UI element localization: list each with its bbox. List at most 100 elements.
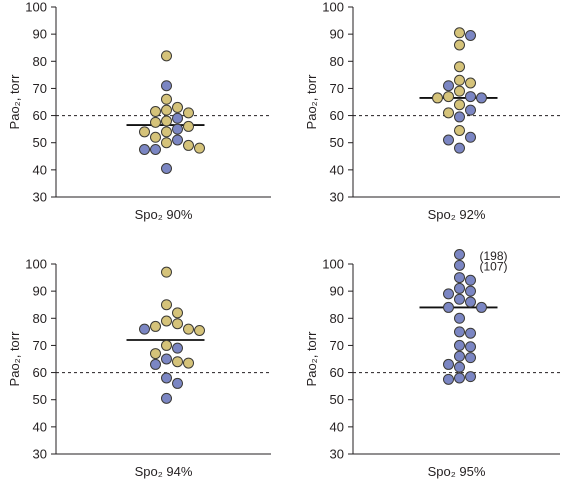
data-point-10 xyxy=(150,116,161,128)
y-tick-label: 80 xyxy=(330,311,344,326)
y-tick-label: 80 xyxy=(330,54,344,69)
data-point-4 xyxy=(161,315,172,327)
y-tick-label: 70 xyxy=(33,81,47,96)
x-axis-title: Spo₂ 90% xyxy=(135,207,193,222)
data-point-17 xyxy=(161,372,172,384)
data-point-21 xyxy=(465,371,476,383)
y-tick-label: 60 xyxy=(33,365,47,380)
data-point-12 xyxy=(150,348,161,360)
data-point-4 xyxy=(172,101,183,113)
data-point-13 xyxy=(454,99,465,111)
data-point-6 xyxy=(150,106,161,117)
y-tick-label: 90 xyxy=(330,27,344,42)
data-point-8 xyxy=(454,293,465,305)
data-point-15 xyxy=(183,357,194,369)
x-axis-title: Spo₂ 95% xyxy=(428,464,486,479)
data-point-21 xyxy=(194,142,205,154)
data-point-10 xyxy=(443,301,454,313)
data-point-14 xyxy=(465,327,476,339)
data-point-3 xyxy=(172,307,183,319)
x-axis-title: Spo₂ 92% xyxy=(428,207,486,222)
data-point-23 xyxy=(443,373,454,385)
y-tick-label: 100 xyxy=(25,257,47,272)
data-point-16 xyxy=(454,111,465,123)
y-tick-label: 60 xyxy=(330,108,344,123)
data-point-1 xyxy=(454,27,465,39)
data-point-17 xyxy=(454,125,465,136)
y-tick-label: 70 xyxy=(330,338,344,353)
y-axis-title: Pao₂, torr xyxy=(304,74,319,130)
data-point-7 xyxy=(443,80,454,92)
y-tick-label: 90 xyxy=(330,284,344,299)
data-point-7 xyxy=(443,288,454,300)
data-point-14 xyxy=(139,126,150,138)
data-point-16 xyxy=(465,341,476,353)
data-point-22 xyxy=(161,163,172,174)
data-point-9 xyxy=(465,91,476,103)
data-point-11 xyxy=(172,342,183,354)
y-tick-label: 40 xyxy=(330,419,344,434)
y-tick-label: 50 xyxy=(33,135,47,150)
data-point-2 xyxy=(465,30,476,41)
chart-panel-4: 30 40 50 60 70 80 90 100 Pao₂, torr Spo₂ 95% (198)… xyxy=(304,249,560,479)
data-point-5 xyxy=(454,74,465,86)
data-point-5 xyxy=(161,104,172,116)
data-point-16 xyxy=(172,134,183,146)
chart-panel-3: 30 40 50 60 70 80 90 100 Pao₂, torr Spo₂ 94% xyxy=(7,257,271,479)
chart-panel-1: 30 40 50 60 70 80 90 100 Pao₂, torr Spo₂ 90% xyxy=(7,0,271,222)
y-tick-label: 30 xyxy=(330,190,344,205)
data-point-14 xyxy=(465,104,476,116)
data-point-8 xyxy=(172,112,183,124)
data-point-3 xyxy=(161,93,172,105)
y-tick-label: 40 xyxy=(330,162,344,177)
y-tick-label: 100 xyxy=(25,0,47,15)
y-tick-label: 40 xyxy=(33,419,47,434)
y-tick-label: 100 xyxy=(322,0,344,15)
data-point-1 xyxy=(161,50,172,62)
data-point-15 xyxy=(454,339,465,351)
data-point-12 xyxy=(432,92,443,104)
y-tick-label: 80 xyxy=(33,311,47,326)
data-point-5 xyxy=(172,318,183,330)
data-point-17 xyxy=(161,137,172,149)
y-tick-label: 70 xyxy=(33,338,47,353)
data-point-2 xyxy=(161,299,172,311)
y-tick-label: 60 xyxy=(330,365,344,380)
data-point-22 xyxy=(454,372,465,384)
data-point-9 xyxy=(161,115,172,127)
data-point-13 xyxy=(161,126,172,138)
data-point-12 xyxy=(454,312,465,324)
data-point-7 xyxy=(183,107,194,119)
data-point-20 xyxy=(139,144,150,155)
y-tick-label: 90 xyxy=(33,27,47,42)
y-tick-label: 80 xyxy=(33,54,47,69)
data-point-11 xyxy=(183,120,194,132)
data-point-17 xyxy=(454,350,465,362)
data-point-11 xyxy=(476,92,487,104)
data-point-3 xyxy=(454,39,465,51)
y-tick-label: 50 xyxy=(330,135,344,150)
data-point-18 xyxy=(183,139,194,151)
data-point-8 xyxy=(139,323,150,335)
y-tick-label: 30 xyxy=(33,447,47,462)
data-point-2 xyxy=(161,80,172,92)
data-point-2 xyxy=(454,259,465,271)
y-tick-label: 60 xyxy=(33,108,47,123)
chart-panel-2: 30 40 50 60 70 80 90 100 Pao₂, torr Spo₂ 92% xyxy=(304,0,560,222)
y-tick-label: 50 xyxy=(33,392,47,407)
data-point-8 xyxy=(454,85,465,97)
y-tick-label: 30 xyxy=(33,190,47,205)
data-point-18 xyxy=(465,352,476,364)
point-annotation: (107) xyxy=(480,260,508,274)
data-point-19 xyxy=(443,134,454,146)
data-point-1 xyxy=(161,266,172,278)
y-tick-label: 30 xyxy=(330,447,344,462)
data-point-13 xyxy=(161,353,172,365)
data-point-19 xyxy=(443,358,454,370)
data-point-10 xyxy=(443,91,454,103)
data-point-20 xyxy=(454,142,465,154)
data-point-6 xyxy=(465,77,476,89)
data-point-4 xyxy=(454,61,465,73)
x-axis-title: Spo₂ 94% xyxy=(135,464,193,479)
